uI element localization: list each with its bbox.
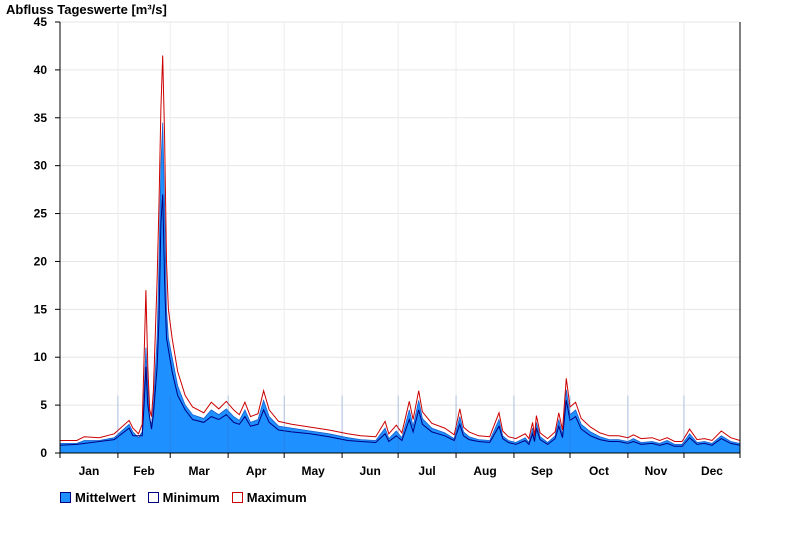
y-tick-label: 15	[34, 302, 48, 316]
x-tick-label-oct: Oct	[589, 464, 609, 478]
y-tick-label: 25	[34, 207, 48, 221]
y-tick-label: 35	[34, 111, 48, 125]
x-tick-label-jul: Jul	[418, 464, 435, 478]
legend-label: Maximum	[246, 490, 307, 505]
x-tick-label-aug: Aug	[473, 464, 496, 478]
x-tick-label-mar: Mar	[189, 464, 211, 478]
y-tick-label: 0	[40, 446, 47, 460]
axes	[55, 21, 741, 458]
series-maximum-line	[60, 55, 741, 442]
y-tick-label: 45	[34, 15, 48, 29]
chart-title: Abfluss Tageswerte [m³/s]	[6, 2, 167, 17]
x-tick-label-may: May	[301, 464, 325, 478]
x-tick-label-feb: Feb	[133, 464, 154, 478]
series-layer	[59, 55, 741, 454]
legend-item-maximum: Maximum	[231, 490, 307, 505]
y-tick-label: 20	[34, 254, 48, 268]
legend-swatch	[60, 492, 71, 503]
legend-label: Minimum	[162, 490, 220, 505]
y-tick-label: 5	[40, 398, 47, 412]
x-tick-label-dec: Dec	[701, 464, 723, 478]
series-mittelwert-area	[59, 122, 741, 454]
x-tick-label-apr: Apr	[246, 464, 267, 478]
x-tick-label-jan: Jan	[79, 464, 100, 478]
series-minimum-line	[59, 194, 741, 447]
x-tick-label-nov: Nov	[645, 464, 668, 478]
legend-item-mittelwert: Mittelwert	[60, 490, 136, 505]
legend-swatch	[231, 492, 243, 503]
y-tick-label: 10	[34, 350, 48, 364]
tick-labels: 0 5 10 15 20 25 30 35 40 45 Jan Feb Mar Apr May Jun Jul A…	[34, 15, 724, 478]
legend-swatch	[147, 492, 159, 503]
legend-label: Mittelwert	[75, 490, 136, 505]
legend-item-minimum: Minimum	[147, 490, 220, 505]
y-tick-label: 30	[34, 159, 48, 173]
legend: Mittelwert Minimum Maximum	[60, 490, 307, 505]
x-tick-label-sep: Sep	[531, 464, 553, 478]
y-tick-label: 40	[34, 63, 48, 77]
x-tick-label-jun: Jun	[359, 464, 380, 478]
